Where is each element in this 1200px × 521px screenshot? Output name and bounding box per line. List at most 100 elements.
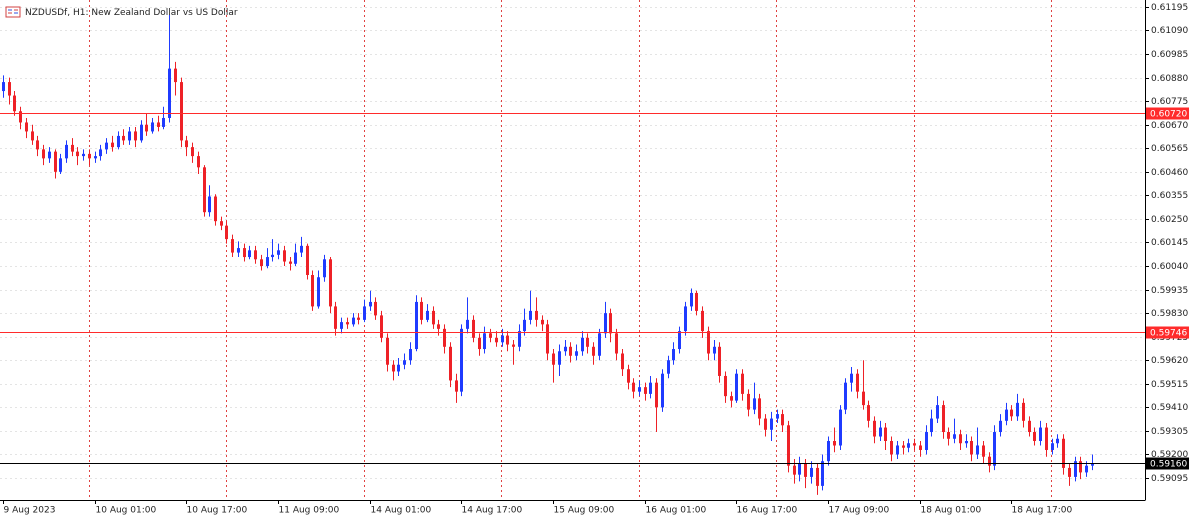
candle-body bbox=[907, 443, 910, 448]
candle-body bbox=[518, 331, 521, 347]
price-label: 0.60720 bbox=[1150, 110, 1187, 120]
candle-body bbox=[374, 301, 377, 316]
candle-body bbox=[884, 427, 887, 442]
candle-body bbox=[31, 131, 34, 141]
icon-frame bbox=[5, 6, 21, 18]
candle-body bbox=[352, 317, 355, 325]
candle-body bbox=[506, 335, 509, 345]
y-tick-label: 0.60670 bbox=[1151, 121, 1188, 131]
candle-body bbox=[363, 306, 366, 320]
candle-body bbox=[776, 414, 779, 419]
candle-body bbox=[455, 380, 458, 392]
candle-body bbox=[99, 149, 102, 157]
candle-body bbox=[747, 393, 750, 410]
candle-body bbox=[701, 310, 704, 332]
candle-body bbox=[71, 144, 74, 152]
candle-body bbox=[1028, 420, 1031, 433]
candle-body bbox=[678, 331, 681, 350]
candle-body bbox=[821, 461, 824, 486]
candle-body bbox=[925, 432, 928, 450]
candle-body bbox=[862, 391, 865, 406]
candle-body bbox=[1010, 409, 1013, 417]
candle-body bbox=[982, 445, 985, 457]
candle-body bbox=[781, 414, 784, 426]
candle-body bbox=[988, 456, 991, 466]
candle-body bbox=[959, 434, 962, 444]
candle-body bbox=[162, 117, 165, 127]
candle-body bbox=[695, 292, 698, 311]
candle-body bbox=[1062, 438, 1065, 468]
y-tick-label: 0.60460 bbox=[1151, 168, 1188, 178]
candle-body bbox=[311, 275, 314, 307]
candle-body bbox=[180, 82, 183, 141]
candle-body bbox=[334, 306, 337, 329]
candle-body bbox=[42, 149, 45, 159]
candle-body bbox=[753, 398, 756, 410]
candle-body bbox=[1016, 402, 1019, 417]
candle-body bbox=[300, 245, 303, 253]
x-tick-label: 10 Aug 17:00 bbox=[187, 506, 248, 516]
candle-body bbox=[1039, 427, 1042, 442]
price-lines bbox=[0, 113, 1145, 464]
candle-body bbox=[850, 373, 853, 383]
candle-body bbox=[392, 364, 395, 372]
candle-body bbox=[59, 158, 62, 172]
candle-body bbox=[329, 259, 332, 307]
candle-body bbox=[976, 445, 979, 455]
y-tick-label: 0.59935 bbox=[1151, 286, 1188, 296]
candle-body bbox=[764, 418, 767, 430]
candle-body bbox=[569, 346, 572, 356]
candle-body bbox=[586, 337, 589, 347]
candle-body bbox=[627, 369, 630, 383]
x-tick-label: 18 Aug 01:00 bbox=[921, 506, 982, 516]
candle-body bbox=[735, 373, 738, 401]
candle-body bbox=[1022, 402, 1025, 421]
x-tick-label: 16 Aug 01:00 bbox=[646, 506, 707, 516]
candle-body bbox=[564, 346, 567, 352]
candle-body bbox=[649, 382, 652, 394]
y-tick-label: 0.59095 bbox=[1151, 474, 1188, 484]
candle-body bbox=[306, 245, 309, 276]
price-label: 0.59746 bbox=[1150, 329, 1187, 339]
candle-body bbox=[134, 131, 137, 141]
x-tick-label: 16 Aug 17:00 bbox=[737, 506, 798, 516]
candle-body bbox=[965, 441, 968, 444]
candle-body bbox=[552, 353, 555, 365]
candle-body bbox=[54, 151, 57, 172]
candle-body bbox=[856, 373, 859, 392]
candle-body bbox=[644, 387, 647, 394]
grid bbox=[0, 7, 1145, 479]
candle-body bbox=[529, 310, 532, 320]
symbol-icon bbox=[5, 6, 21, 18]
x-tick-label: 10 Aug 01:00 bbox=[96, 506, 157, 516]
candle-body bbox=[844, 382, 847, 410]
candle-body bbox=[942, 405, 945, 433]
candle-body bbox=[609, 313, 612, 334]
candle-body bbox=[271, 254, 274, 258]
candle-body bbox=[191, 147, 194, 157]
candle-body bbox=[913, 443, 916, 446]
candle-body bbox=[1051, 443, 1054, 450]
candle-body bbox=[369, 301, 372, 307]
price-label-box bbox=[1146, 457, 1189, 470]
candle-body bbox=[403, 360, 406, 365]
candle-body bbox=[684, 306, 687, 332]
candle-body bbox=[741, 373, 744, 394]
candle-body bbox=[787, 425, 790, 466]
price-label-box bbox=[1146, 326, 1189, 339]
candle-body bbox=[185, 140, 188, 148]
candle-body bbox=[1068, 467, 1071, 477]
candle-body bbox=[896, 445, 899, 455]
candle-body bbox=[214, 196, 217, 222]
candle-body bbox=[426, 310, 429, 320]
candle-body bbox=[1085, 465, 1088, 473]
candle-body bbox=[816, 467, 819, 486]
candle-body bbox=[340, 322, 343, 329]
y-tick-label: 0.60565 bbox=[1151, 144, 1188, 154]
candle-body bbox=[415, 301, 418, 350]
x-tick-label: 14 Aug 17:00 bbox=[462, 506, 523, 516]
candle-body bbox=[254, 250, 257, 260]
candle-body bbox=[758, 398, 761, 419]
candle-body bbox=[443, 328, 446, 347]
